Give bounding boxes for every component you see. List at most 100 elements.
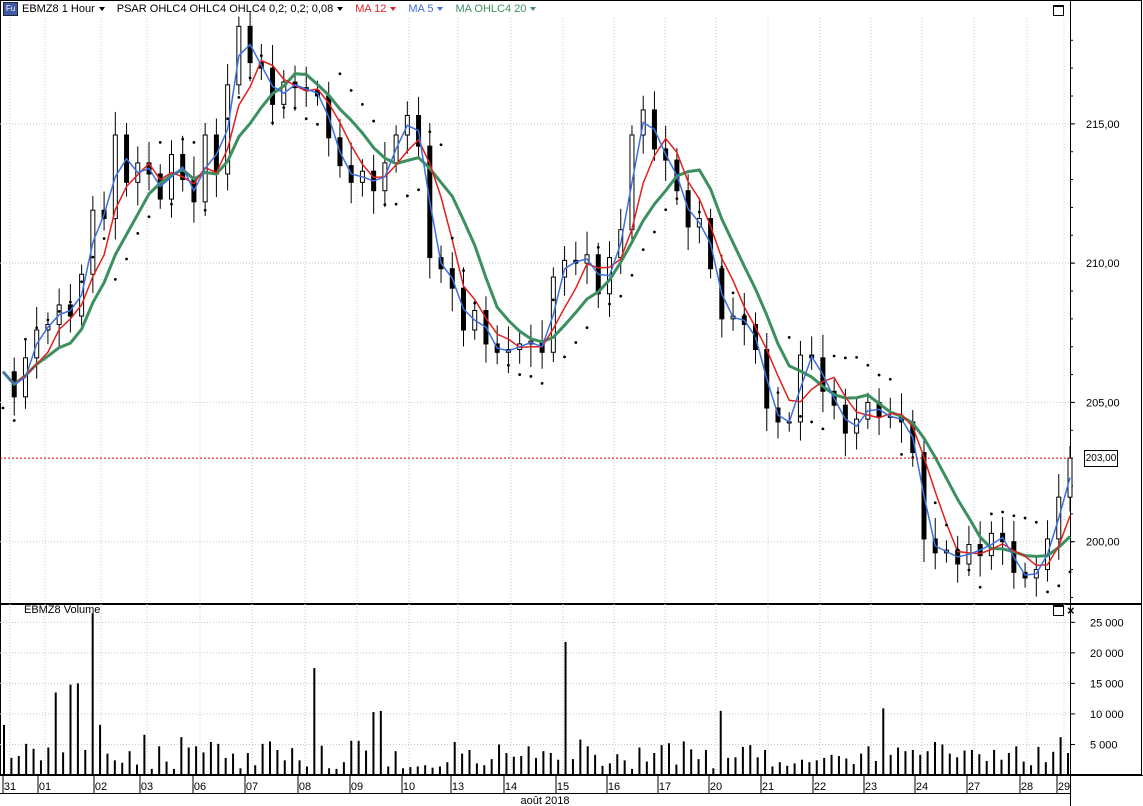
psar-dot <box>832 354 836 358</box>
ma12-indicator-selector[interactable]: MA 12 <box>355 3 397 15</box>
psar-dot <box>215 136 218 140</box>
symbol-label: EBMZ8 1 Hour <box>22 3 95 15</box>
psar-dot <box>91 255 95 259</box>
x-tick-label: 31 <box>4 781 16 793</box>
psar-dot <box>1 406 5 410</box>
x-tick-label: 23 <box>865 781 877 793</box>
psar-dot <box>338 72 342 76</box>
psar-indicator-selector[interactable]: PSAR OHLC4 OHLC4 OHLC4 0,2; 0,2; 0,08 <box>117 3 344 15</box>
psar-dot <box>282 106 286 110</box>
y-tick-label: 10 000 <box>1090 709 1124 721</box>
psar-dot <box>136 232 140 235</box>
psar-dot <box>967 568 971 572</box>
x-tick-label: 10 <box>403 781 415 793</box>
psar-dot <box>383 203 387 207</box>
psar-dot <box>35 326 39 330</box>
psar-dot <box>68 300 72 304</box>
maximize-price-panel-button[interactable] <box>1053 5 1064 16</box>
symbol-selector[interactable]: EBMZ8 1 Hour <box>22 3 105 15</box>
ma5-label: MA 5 <box>408 3 434 15</box>
x-axis-label: août 2018 <box>521 795 570 806</box>
x-tick-label: 22 <box>814 781 826 793</box>
volume-panel-frame <box>0 604 1142 775</box>
psar-dot <box>855 355 858 359</box>
psar-dot <box>293 106 297 110</box>
psar-dot <box>1001 510 1005 514</box>
psar-dot <box>697 210 701 214</box>
y-tick-label: 215,00 <box>1086 119 1120 131</box>
psar-dot <box>810 420 814 424</box>
chevron-down-icon <box>98 7 105 11</box>
psar-dot <box>394 202 398 206</box>
psar-dot <box>192 141 196 144</box>
psar-dot <box>900 453 903 456</box>
psar-dot <box>754 334 757 337</box>
psar-dot <box>473 301 477 305</box>
psar-dot <box>203 208 207 212</box>
psar-dot <box>158 141 162 144</box>
ma20-indicator-selector[interactable]: MA OHLC4 20 <box>455 3 537 15</box>
psar-dot <box>945 523 948 527</box>
psar-dot <box>271 121 274 125</box>
psar-dot <box>888 377 892 381</box>
ma20-label: MA OHLC4 20 <box>455 3 527 15</box>
x-tick-label: 03 <box>141 781 153 793</box>
psar-dot <box>709 237 712 240</box>
psar-dot <box>12 419 16 422</box>
psar-dot <box>1057 584 1061 588</box>
psar-dot <box>428 130 432 134</box>
psar-dot <box>102 237 106 240</box>
ma5-line <box>2 43 1071 576</box>
psar-dot <box>495 350 499 354</box>
psar-dot <box>675 197 679 201</box>
psar-dot <box>181 137 185 141</box>
psar-dot <box>933 501 937 505</box>
psar-dot <box>327 134 331 138</box>
psar-dot <box>540 381 544 385</box>
psar-dot <box>956 548 960 552</box>
psar-dot <box>653 230 656 234</box>
x-tick-label: 01 <box>39 781 51 793</box>
psar-dot <box>821 427 825 431</box>
psar-dot <box>113 277 117 281</box>
x-tick-label: 16 <box>608 781 620 793</box>
psar-dot <box>439 143 443 147</box>
psar-dot <box>80 280 84 284</box>
x-tick-label: 02 <box>95 781 107 793</box>
psar-dot <box>450 236 454 240</box>
psar-dot <box>57 310 61 313</box>
psar-dot <box>529 375 533 378</box>
ma12-label: MA 12 <box>355 3 387 15</box>
psar-dot <box>226 117 230 121</box>
x-tick-label: 24 <box>916 781 928 793</box>
futures-badge: Fu <box>3 2 18 16</box>
close-icon[interactable]: × <box>1067 603 1075 618</box>
x-tick-label: 08 <box>299 781 311 793</box>
ma5-indicator-selector[interactable]: MA 5 <box>408 3 444 15</box>
y-tick-label: 200,00 <box>1086 537 1120 549</box>
psar-dot <box>349 89 353 92</box>
psar-dot <box>24 337 27 341</box>
psar-dot <box>596 245 600 249</box>
x-tick-label: 28 <box>1021 781 1033 793</box>
psar-dot <box>720 265 724 269</box>
psar-dot <box>405 194 409 198</box>
psar-dot <box>765 365 769 369</box>
x-tick-label: 20 <box>710 781 722 793</box>
x-tick-label: 09 <box>351 781 363 793</box>
psar-dot <box>518 373 522 376</box>
psar-dot <box>787 336 791 339</box>
psar-dot <box>1012 514 1016 518</box>
y-tick-label: 20 000 <box>1090 648 1124 660</box>
psar-dot <box>574 341 578 344</box>
psar-dot <box>1023 516 1027 520</box>
x-tick-label: 14 <box>505 781 517 793</box>
y-tick-label: 5 000 <box>1090 739 1118 751</box>
psar-dot <box>147 215 151 219</box>
ma20-line <box>1 72 1072 558</box>
price-panel-frame <box>0 0 1142 604</box>
psar-dot <box>742 313 746 317</box>
psar-dot <box>316 122 319 126</box>
maximize-volume-panel-button[interactable] <box>1053 605 1064 616</box>
